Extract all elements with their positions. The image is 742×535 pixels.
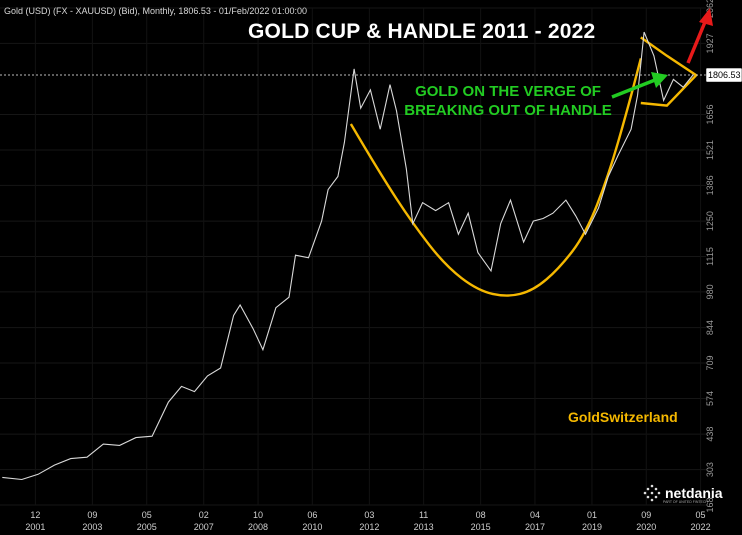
green-arrow-head <box>651 72 668 88</box>
brand-watermark: GoldSwitzerland <box>568 409 678 425</box>
x-tick-month: 05 <box>696 510 706 520</box>
x-tick-year: 2022 <box>691 522 711 532</box>
y-tick-label: 303 <box>705 462 715 477</box>
x-tick-year: 2005 <box>137 522 157 532</box>
y-tick-label: 168 <box>705 497 715 512</box>
x-tick-month: 01 <box>587 510 597 520</box>
y-tick-label: 1927 <box>705 33 715 53</box>
x-tick-year: 2007 <box>194 522 214 532</box>
y-tick-label: 1656 <box>705 105 715 125</box>
arrows <box>611 8 713 99</box>
x-tick-month: 05 <box>142 510 152 520</box>
handle-triangle <box>640 36 699 107</box>
x-tick-month: 06 <box>307 510 317 520</box>
y-tick-label: 438 <box>705 427 715 442</box>
x-tick-year: 2010 <box>302 522 322 532</box>
y-tick-label: 844 <box>705 320 715 335</box>
x-tick-month: 09 <box>641 510 651 520</box>
annotation-text: GOLD ON THE VERGE OF BREAKING OUT OF HAN… <box>388 82 628 120</box>
y-tick-label: 980 <box>705 284 715 299</box>
x-tick-year: 2001 <box>25 522 45 532</box>
y-tick-label: 1386 <box>705 175 715 195</box>
green-arrow <box>611 78 656 99</box>
netdania-logo-icon <box>643 484 661 502</box>
y-tick-label: 1250 <box>705 211 715 231</box>
annotation-line-2: BREAKING OUT OF HANDLE <box>404 102 612 119</box>
x-tick-month: 09 <box>87 510 97 520</box>
netdania-logo: netdania PART OF UNITED FINTECH <box>643 484 723 504</box>
x-tick-month: 03 <box>364 510 374 520</box>
x-tick-month: 08 <box>476 510 486 520</box>
x-tick-month: 02 <box>199 510 209 520</box>
x-tick-year: 2015 <box>471 522 491 532</box>
x-tick-year: 2017 <box>525 522 545 532</box>
y-tick-label: 1115 <box>705 247 715 266</box>
y-tick-label: 574 <box>705 391 715 406</box>
x-tick-month: 11 <box>419 510 428 520</box>
x-axis: 12 2001 09 2003 05 2005 02 2007 10 2008 06 2010 03 20… <box>25 510 710 532</box>
x-tick-year: 2019 <box>582 522 602 532</box>
y-tick-label: 1521 <box>705 140 715 160</box>
red-arrow-head <box>699 8 713 26</box>
chart-grid <box>0 7 706 506</box>
netdania-logo-text: netdania <box>665 485 723 501</box>
y-tick-label: 709 <box>705 356 715 371</box>
x-tick-month: 12 <box>30 510 40 520</box>
x-tick-year: 2008 <box>248 522 268 532</box>
cup-curve <box>349 58 643 297</box>
red-arrow <box>686 21 707 64</box>
last-price-label: 1806.53 <box>708 70 741 80</box>
x-tick-year: 2012 <box>359 522 379 532</box>
gold-price-line <box>2 31 694 481</box>
x-tick-month: 04 <box>530 510 540 520</box>
chart-info-header: Gold (USD) (FX - XAUUSD) (Bid), Monthly,… <box>4 6 307 16</box>
x-tick-month: 10 <box>253 510 263 520</box>
netdania-logo-tagline: PART OF UNITED FINTECH <box>663 500 708 504</box>
chart-title: GOLD CUP & HANDLE 2011 - 2022 <box>248 20 596 43</box>
x-tick-year: 2003 <box>82 522 102 532</box>
last-price-tag: 1806.53 <box>705 67 742 83</box>
annotation-line-1: GOLD ON THE VERGE OF <box>415 83 601 100</box>
x-tick-year: 2013 <box>414 522 434 532</box>
x-tick-year: 2020 <box>636 522 656 532</box>
